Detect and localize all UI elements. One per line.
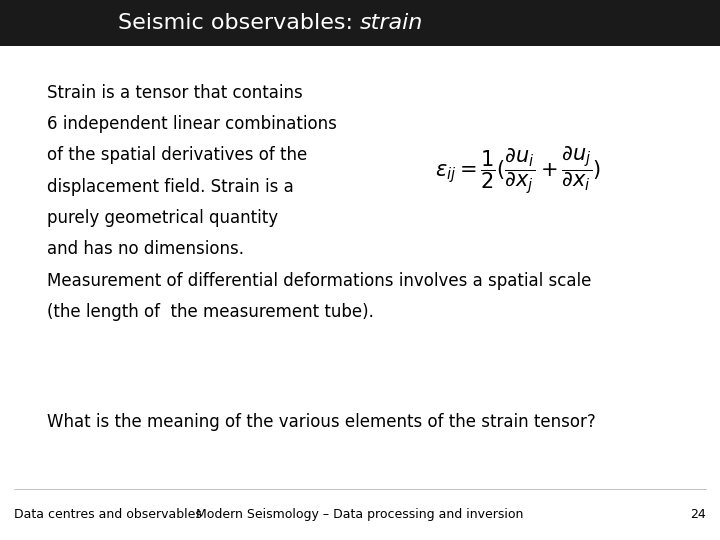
Text: Seismic observables:: Seismic observables: [118,13,360,33]
Text: 24: 24 [690,508,706,521]
Text: of the spatial derivatives of the: of the spatial derivatives of the [47,146,307,164]
Text: purely geometrical quantity: purely geometrical quantity [47,209,278,227]
Text: and has no dimensions.: and has no dimensions. [47,240,244,258]
Text: Data centres and observables: Data centres and observables [14,508,202,521]
Text: 6 independent linear combinations: 6 independent linear combinations [47,115,337,133]
Text: (the length of  the measurement tube).: (the length of the measurement tube). [47,303,374,321]
Text: Modern Seismology – Data processing and inversion: Modern Seismology – Data processing and … [197,508,523,521]
Text: displacement field. Strain is a: displacement field. Strain is a [47,178,294,195]
Text: $\varepsilon_{ij} = \dfrac{1}{2}(\dfrac{\partial u_i}{\partial x_j} + \dfrac{\pa: $\varepsilon_{ij} = \dfrac{1}{2}(\dfrac{… [436,144,601,196]
Text: strain: strain [360,13,423,33]
Text: What is the meaning of the various elements of the strain tensor?: What is the meaning of the various eleme… [47,413,595,431]
Text: Measurement of differential deformations involves a spatial scale: Measurement of differential deformations… [47,272,591,289]
Text: Strain is a tensor that contains: Strain is a tensor that contains [47,84,302,102]
